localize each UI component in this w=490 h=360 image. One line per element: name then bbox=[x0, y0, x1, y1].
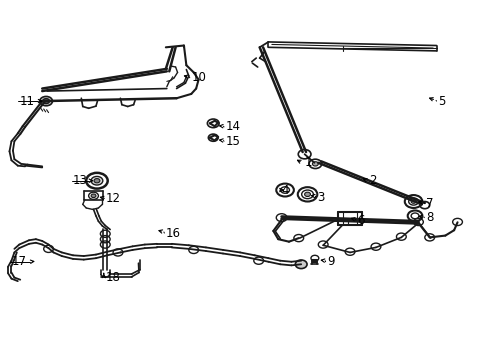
Text: 4: 4 bbox=[282, 184, 289, 197]
Text: 17: 17 bbox=[11, 255, 26, 268]
Text: 10: 10 bbox=[191, 71, 206, 84]
Text: 15: 15 bbox=[225, 135, 240, 148]
Circle shape bbox=[91, 176, 103, 185]
Circle shape bbox=[43, 99, 49, 104]
Text: 11: 11 bbox=[19, 95, 34, 108]
Text: 1: 1 bbox=[305, 156, 312, 169]
Text: 14: 14 bbox=[225, 121, 241, 134]
Text: 5: 5 bbox=[438, 95, 445, 108]
Text: 6: 6 bbox=[357, 214, 365, 227]
Text: 13: 13 bbox=[73, 174, 88, 187]
Text: 12: 12 bbox=[106, 192, 121, 205]
Circle shape bbox=[40, 96, 52, 106]
Text: 3: 3 bbox=[318, 191, 325, 204]
Text: 9: 9 bbox=[327, 255, 335, 268]
Circle shape bbox=[94, 179, 100, 183]
Text: 18: 18 bbox=[106, 271, 121, 284]
Circle shape bbox=[305, 192, 311, 197]
Text: 8: 8 bbox=[426, 211, 433, 224]
Circle shape bbox=[91, 194, 96, 198]
Circle shape bbox=[313, 162, 318, 166]
Text: 2: 2 bbox=[369, 174, 377, 187]
Circle shape bbox=[411, 200, 416, 203]
Circle shape bbox=[295, 260, 307, 269]
Text: 7: 7 bbox=[426, 197, 433, 210]
Text: 16: 16 bbox=[166, 226, 181, 239]
